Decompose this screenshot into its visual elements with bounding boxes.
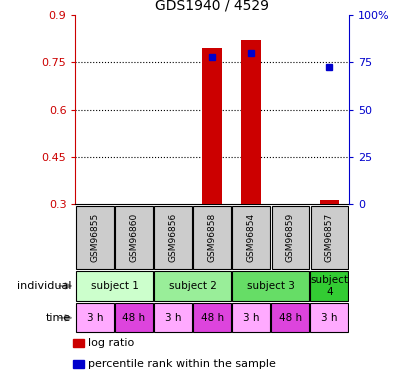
Text: 3 h: 3 h (321, 313, 337, 323)
Bar (310, 303, 348, 333)
Text: GSM96857: GSM96857 (325, 213, 334, 262)
Bar (310, 206, 348, 268)
Bar (232, 303, 271, 333)
Bar (76, 303, 114, 333)
Bar (193, 206, 231, 268)
Text: 3 h: 3 h (87, 313, 103, 323)
Text: 48 h: 48 h (122, 313, 146, 323)
Text: percentile rank within the sample: percentile rank within the sample (88, 359, 275, 369)
Text: subject 2: subject 2 (169, 281, 217, 291)
Text: 3 h: 3 h (165, 313, 182, 323)
Bar (115, 206, 153, 268)
Text: GSM96859: GSM96859 (286, 213, 295, 262)
Bar (242, 40, 261, 204)
Bar (76, 206, 114, 268)
Text: GSM96854: GSM96854 (247, 213, 256, 262)
Text: GSM96856: GSM96856 (169, 213, 177, 262)
Bar (73, 360, 84, 368)
Text: log ratio: log ratio (88, 338, 134, 348)
Bar (319, 200, 339, 204)
Bar (232, 271, 309, 301)
Text: 48 h: 48 h (201, 313, 224, 323)
Title: GDS1940 / 4529: GDS1940 / 4529 (155, 0, 269, 12)
Bar (271, 206, 309, 268)
Bar (76, 271, 153, 301)
Bar (154, 271, 231, 301)
Text: 48 h: 48 h (279, 313, 302, 323)
Text: subject
4: subject 4 (310, 275, 348, 297)
Bar (202, 48, 222, 204)
Bar (193, 303, 231, 333)
Bar (271, 303, 309, 333)
Bar (115, 303, 153, 333)
Text: individual: individual (17, 281, 71, 291)
Bar (154, 303, 192, 333)
Text: time: time (46, 313, 71, 323)
Bar (233, 206, 270, 268)
Text: subject 1: subject 1 (91, 281, 138, 291)
Bar (73, 339, 84, 347)
Text: subject 3: subject 3 (247, 281, 295, 291)
Bar (154, 206, 192, 268)
Text: 3 h: 3 h (243, 313, 259, 323)
Text: GSM96860: GSM96860 (130, 213, 139, 262)
Text: GSM96858: GSM96858 (208, 213, 217, 262)
Bar (310, 271, 348, 301)
Text: GSM96855: GSM96855 (91, 213, 100, 262)
